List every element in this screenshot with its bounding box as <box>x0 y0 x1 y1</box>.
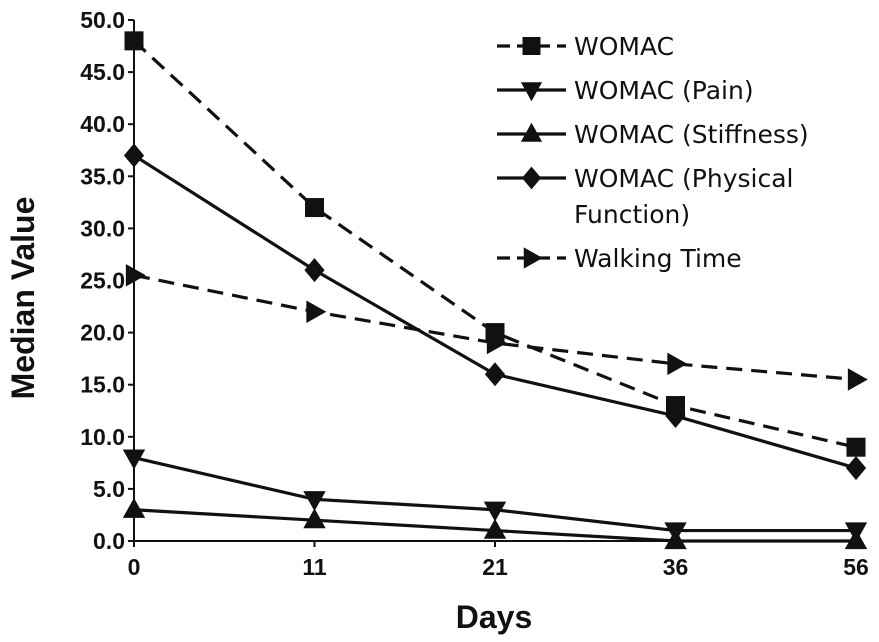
legend-item-womac-pain: WOMAC (Pain) <box>497 76 754 105</box>
data-point-womac-stiffness <box>844 529 868 550</box>
y-tick-label: 0.0 <box>93 528 125 554</box>
series-lines <box>132 39 857 543</box>
legend-marker-swatch <box>521 166 542 190</box>
legend-label: WOMAC (Pain) <box>574 76 754 105</box>
legend-item-womac: WOMAC <box>497 32 674 61</box>
y-tick-label: 20.0 <box>80 320 125 346</box>
data-point-womac-pain <box>303 491 326 512</box>
legend-marker-swatch <box>523 247 543 269</box>
legend-marker-swatch <box>520 122 543 142</box>
y-tick-label: 10.0 <box>80 424 125 450</box>
data-point-womac-stiffness <box>664 529 687 550</box>
legend-marker-swatch <box>520 82 543 102</box>
data-point-womac-physical-function <box>304 258 325 283</box>
data-point-walking-time <box>667 352 688 376</box>
legend-item-womac-stiffness: WOMAC (Stiffness) <box>497 120 809 149</box>
data-point-womac-physical-function <box>845 456 867 481</box>
x-axis-title: Days <box>456 599 533 635</box>
y-tick-label: 5.0 <box>93 476 125 502</box>
x-tick-label: 56 <box>843 554 869 580</box>
legend: WOMAC WOMAC (Pain) WOMAC (Stiffness) WOMAC … <box>497 32 809 273</box>
legend-marker-swatch <box>522 37 541 55</box>
data-point-womac-stiffness <box>483 518 507 539</box>
x-axis-ticks: 0 11 21 36 56 <box>128 541 869 580</box>
data-point-walking-time <box>306 300 327 323</box>
legend-label: Function) <box>574 200 690 229</box>
legend-label: Walking Time <box>574 244 742 273</box>
y-axis-title: Median Value <box>5 197 41 400</box>
data-point-womac <box>305 198 324 218</box>
legend-label: WOMAC (Stiffness) <box>574 120 809 149</box>
data-point-walking-time <box>847 368 868 391</box>
y-tick-label: 50.0 <box>80 7 125 33</box>
x-tick-label: 21 <box>482 554 508 580</box>
data-point-walking-time <box>125 264 146 287</box>
legend-label: WOMAC <box>574 32 674 61</box>
y-tick-label: 35.0 <box>80 163 125 189</box>
legend-label: WOMAC (Physical <box>574 164 793 193</box>
y-axis-ticks: 0.0 5.0 10.0 15.0 20.0 25.0 30.0 35.0 40.0 45.0 50… <box>80 7 134 554</box>
data-point-womac-stiffness <box>303 508 326 529</box>
y-tick-label: 45.0 <box>80 59 125 85</box>
x-tick-label: 36 <box>663 554 689 580</box>
series-line-walking-time <box>133 273 857 382</box>
y-tick-label: 25.0 <box>80 268 125 294</box>
legend-item-womac-physical-function: WOMAC (Physical Function) <box>497 164 793 229</box>
data-point-womac-pain <box>483 501 507 522</box>
data-point-womac-physical-function <box>665 403 686 428</box>
data-point-walking-time <box>486 331 507 355</box>
x-tick-label: 0 <box>128 554 141 580</box>
data-point-womac-physical-function <box>484 362 506 387</box>
y-tick-label: 30.0 <box>80 215 125 241</box>
x-tick-label: 11 <box>302 554 327 580</box>
legend-item-walking-time: Walking Time <box>497 244 742 273</box>
series-markers <box>122 31 868 550</box>
y-tick-label: 15.0 <box>80 372 125 398</box>
y-tick-label: 40.0 <box>80 111 125 137</box>
data-point-womac <box>846 437 866 457</box>
